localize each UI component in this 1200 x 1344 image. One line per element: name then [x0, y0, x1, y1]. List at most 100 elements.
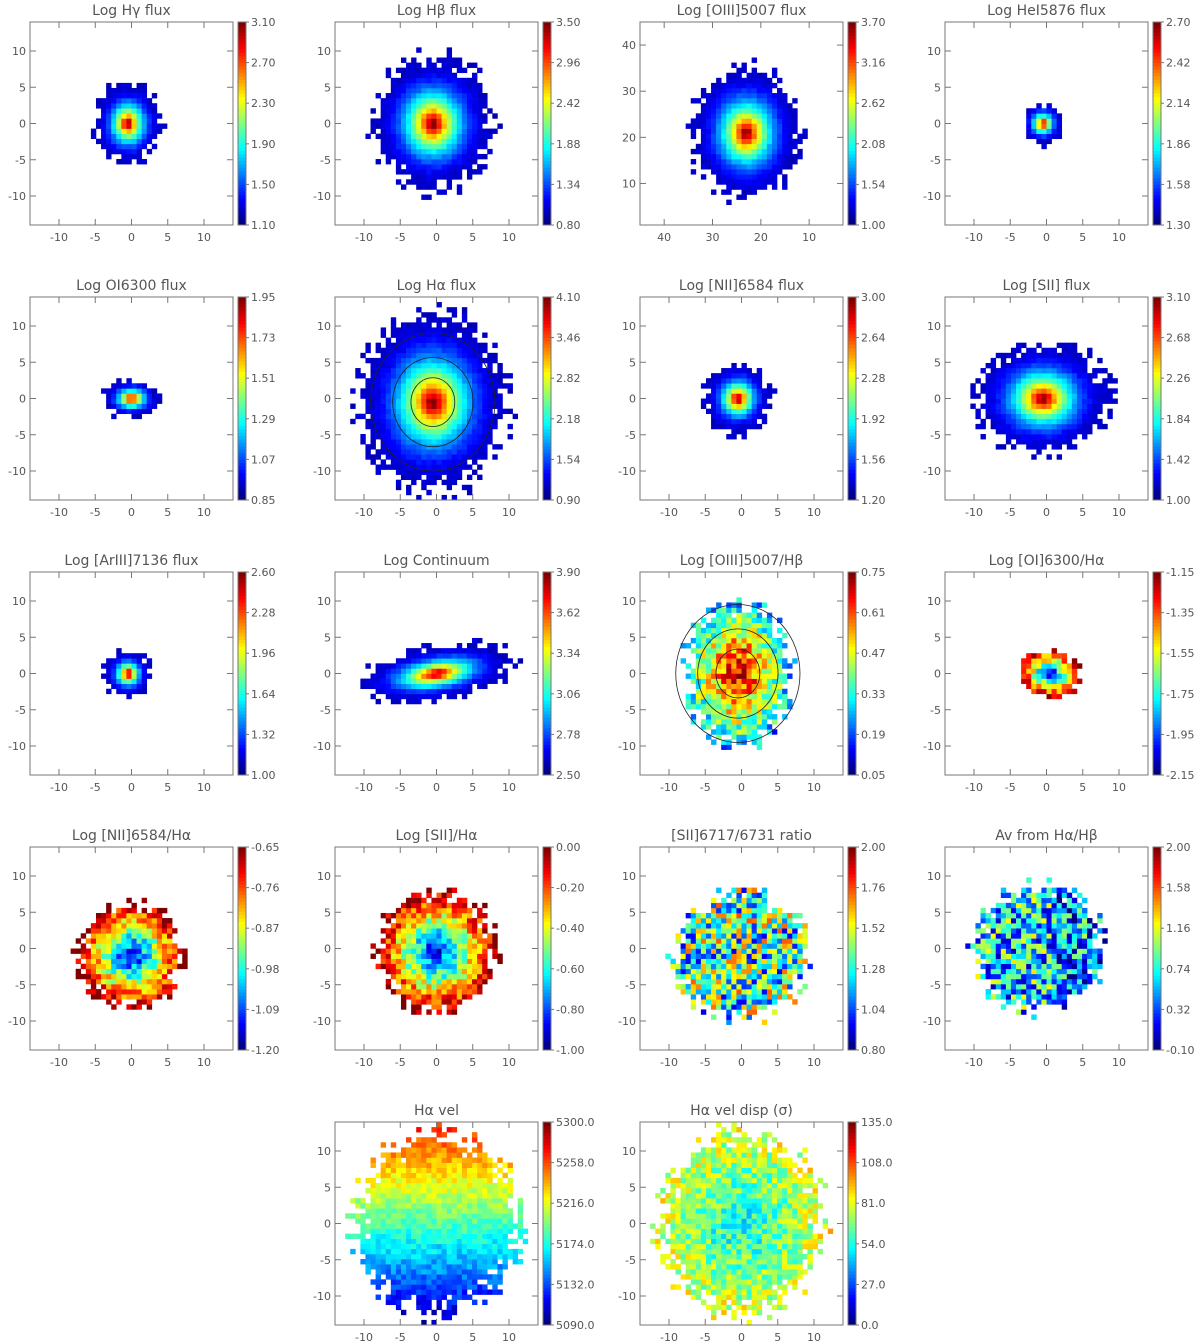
colorbar-tick-label: 2.82 — [556, 372, 581, 385]
y-tick-label: 0 — [934, 393, 941, 406]
x-tick-label: 5 — [469, 506, 476, 519]
x-tick-label: 0 — [128, 781, 135, 794]
x-tick-label: 5 — [774, 1056, 781, 1069]
y-tick-label: 0 — [629, 943, 636, 956]
colorbar-tick-label: 3.06 — [556, 688, 581, 701]
x-tick-label: -10 — [965, 1056, 983, 1069]
x-tick-label: 10 — [502, 781, 516, 794]
y-tick-label: 5 — [934, 81, 941, 94]
x-tick-label: 0 — [128, 506, 135, 519]
x-tick-label: -10 — [50, 1056, 68, 1069]
y-tick-label: 0 — [19, 118, 26, 131]
y-tick-label: 5 — [19, 631, 26, 644]
contour-line — [392, 357, 474, 448]
colorbar-tick-label: 0.33 — [861, 688, 886, 701]
x-tick-label: 5 — [164, 231, 171, 244]
panel-13: Log [SII]/Hα -10 -5 0 5 10 -10 -5 0 5 10 -1.00 -0.80… — [313, 828, 584, 1069]
x-tick-label: -10 — [660, 781, 678, 794]
x-tick-label: 0 — [738, 1331, 745, 1344]
x-tick-label: 5 — [164, 781, 171, 794]
y-tick-label: 10 — [12, 320, 26, 333]
colorbar-tick-label: 1.42 — [1166, 453, 1191, 466]
panel-title: Log [OI]6300/Hα — [989, 553, 1105, 569]
y-tick-label: 10 — [317, 595, 331, 608]
y-tick-label: -10 — [618, 1015, 636, 1028]
colorbar-tick-label: 0.61 — [861, 607, 886, 620]
colorbar-tick-label: 1.32 — [251, 728, 276, 741]
x-tick-label: -10 — [660, 1331, 678, 1344]
x-tick-label: 5 — [1079, 781, 1086, 794]
panel-4: Log OI6300 flux -10 -5 0 5 10 -10 -5 0 5 10 0.85 1.0… — [8, 278, 275, 519]
colorbar-tick-label: 2.60 — [251, 566, 276, 579]
colorbar-tick-label: 1.95 — [251, 291, 276, 304]
panel-title: Log [SII]/Hα — [396, 828, 478, 844]
colorbar-tick-label: 3.62 — [556, 607, 581, 620]
x-tick-label: 5 — [1079, 1056, 1086, 1069]
x-tick-label: 5 — [469, 781, 476, 794]
colorbar-tick-label: 1.20 — [861, 494, 886, 507]
colorbar-tick-label: 1.90 — [251, 138, 276, 151]
colorbar-tick-label: 2.26 — [1166, 372, 1191, 385]
y-tick-label: 0 — [324, 668, 331, 681]
y-tick-label: 10 — [622, 870, 636, 883]
panel-9: Log Continuum -10 -5 0 5 10 -10 -5 0 5 10 2.50 2.78 3… — [313, 553, 580, 794]
colorbar-tick-label: 27.0 — [861, 1278, 886, 1291]
colorbar-tick-label: 1.04 — [861, 1003, 886, 1016]
x-tick-label: 0 — [433, 231, 440, 244]
colorbar-tick-label: -1.09 — [251, 1003, 279, 1016]
y-tick-label: -5 — [320, 154, 331, 167]
x-tick-label: 5 — [774, 781, 781, 794]
x-tick-label: -5 — [1005, 506, 1016, 519]
y-tick-label: -10 — [313, 1015, 331, 1028]
colorbar-tick-label: -1.95 — [1166, 728, 1194, 741]
x-tick-label: -10 — [50, 231, 68, 244]
y-tick-label: 5 — [324, 631, 331, 644]
x-tick-label: -5 — [700, 781, 711, 794]
colorbar-tick-label: 3.34 — [556, 647, 581, 660]
colorbar-tick-label: 2.62 — [861, 97, 886, 110]
panel-title: Log [NII]6584/Hα — [72, 828, 191, 844]
y-tick-label: 5 — [934, 906, 941, 919]
x-tick-label: 5 — [469, 1056, 476, 1069]
x-tick-label: -5 — [395, 781, 406, 794]
x-tick-label: 10 — [807, 1331, 821, 1344]
y-tick-label: -10 — [618, 740, 636, 753]
colorbar-tick-label: -0.40 — [556, 922, 584, 935]
y-tick-label: 10 — [622, 595, 636, 608]
x-tick-label: 40 — [657, 231, 671, 244]
y-tick-label: 10 — [927, 320, 941, 333]
y-tick-label: -5 — [930, 429, 941, 442]
colorbar-tick-label: -1.15 — [1166, 566, 1194, 579]
colorbar-tick-label: -0.76 — [251, 882, 279, 895]
y-tick-label: 10 — [317, 45, 331, 58]
colorbar-tick-label: 1.00 — [861, 219, 886, 232]
y-tick-label: 10 — [12, 870, 26, 883]
colorbar: 2.50 2.78 3.06 3.34 3.62 3.90 — [542, 566, 581, 782]
x-tick-label: -5 — [395, 506, 406, 519]
x-tick-label: -10 — [965, 506, 983, 519]
y-tick-label: 10 — [622, 177, 636, 190]
colorbar-tick-label: 0.47 — [861, 647, 886, 660]
y-tick-label: 0 — [324, 118, 331, 131]
colorbar-tick-label: 0.74 — [1166, 963, 1191, 976]
colorbar-tick-label: 2.42 — [556, 97, 581, 110]
panel-title: Log [OIII]5007 flux — [677, 3, 807, 19]
heatmap-pixels — [665, 887, 813, 1025]
x-tick-label: 5 — [164, 506, 171, 519]
heatmap-pixels — [700, 362, 778, 440]
colorbar-tick-label: 2.00 — [1166, 841, 1191, 854]
colorbar-tick-label: 2.14 — [1166, 97, 1191, 110]
panel-3: Log HeI5876 flux-10 -5 0 5 10-10-505101.301.… — [923, 3, 1190, 244]
colorbar-tick-label: 2.70 — [251, 57, 276, 70]
colorbar-tick-label: 0.00 — [556, 841, 581, 854]
y-tick-label: 5 — [19, 356, 26, 369]
x-tick-label: -10 — [660, 506, 678, 519]
x-tick-label: -5 — [90, 506, 101, 519]
panel-11: Log [OI]6300/Hα -10 -5 0 5 10 -10 -5 0 5 10 -2.15 -1… — [923, 553, 1194, 794]
y-tick-label: -10 — [8, 465, 26, 478]
colorbar-tick-label: 0.0 — [861, 1319, 879, 1332]
x-tick-label: 0 — [1043, 506, 1050, 519]
colorbar-tick-label: 1.54 — [556, 453, 581, 466]
colorbar: 0.90 1.54 2.18 2.82 3.46 4.10 — [542, 291, 581, 507]
panel-title: Av from Hα/Hβ — [995, 828, 1097, 844]
